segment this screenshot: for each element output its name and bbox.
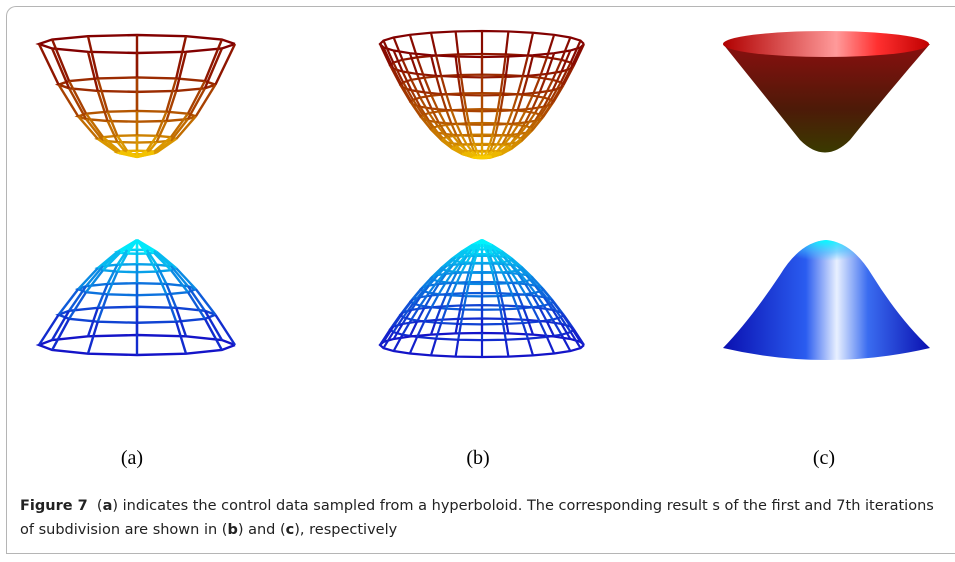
wire-spoke <box>52 49 69 89</box>
wire-spoke <box>464 296 467 309</box>
wire-spoke <box>431 33 436 56</box>
wire-spoke <box>528 33 533 56</box>
page: (a) (b) (c) Figure 7 (a) indicates the c… <box>0 0 955 562</box>
wire-spoke <box>456 31 459 54</box>
wire-spoke <box>441 76 446 94</box>
wire-spoke <box>436 323 441 339</box>
solid-bowl <box>723 44 930 153</box>
wire-spoke <box>574 329 584 345</box>
wire-spoke <box>88 322 98 354</box>
wire-spoke <box>513 94 518 110</box>
panel-label: (b) <box>466 447 489 469</box>
wire-spoke <box>523 323 528 339</box>
wire-spoke <box>495 272 498 282</box>
wire-spoke <box>547 337 554 354</box>
wire-spoke <box>380 329 390 345</box>
wire-spoke <box>506 31 509 54</box>
wire-spoke <box>446 94 451 110</box>
wire-spoke <box>458 324 461 340</box>
caption-text: ), respectively <box>294 522 397 538</box>
wire-spoke <box>513 110 518 124</box>
wire-spoke <box>503 305 506 318</box>
wire-spoke <box>457 124 462 135</box>
caption-text: c <box>286 522 295 538</box>
wire-spoke <box>171 270 188 292</box>
wire-spoke <box>458 305 461 318</box>
wire-spoke <box>86 266 103 286</box>
wire-spoke <box>451 110 456 124</box>
wire-spoke <box>518 94 523 110</box>
caption-text: a <box>103 498 113 514</box>
solid-cap-tip <box>780 240 872 275</box>
wire-spoke <box>205 49 222 89</box>
wire-spoke <box>503 324 506 340</box>
wire-spoke <box>547 322 554 337</box>
wire-spoke <box>518 294 523 306</box>
wire-spoke <box>528 339 533 356</box>
wire-spoke <box>528 55 533 76</box>
wire-spoke <box>508 110 513 124</box>
caption-text: ) and ( <box>238 522 286 538</box>
wire-spoke <box>500 309 503 324</box>
caption-text: b <box>227 522 237 538</box>
wire-spoke <box>513 283 518 294</box>
wire-spoke <box>502 124 507 135</box>
solid-bowl-rim <box>723 31 929 57</box>
wire-spoke <box>482 157 492 158</box>
wire-spoke <box>441 94 446 110</box>
wire-spoke <box>456 319 459 334</box>
wire-spoke <box>436 76 441 94</box>
panel-label: (a) <box>121 447 143 469</box>
wire-spoke <box>69 81 86 114</box>
caption-text: ) indicates the control data sampled fro… <box>20 498 934 538</box>
wire-spoke <box>506 340 509 357</box>
wire-spoke <box>506 319 509 334</box>
wire-spoke <box>410 322 417 337</box>
wire-spoke <box>441 309 446 323</box>
wire-spoke <box>523 56 528 77</box>
figure-label: Figure 7 <box>20 498 88 514</box>
wire-spoke <box>441 294 446 306</box>
caption: Figure 7 (a) indicates the control data … <box>20 494 940 542</box>
wire-spoke <box>431 55 436 76</box>
wire-spoke <box>171 266 188 286</box>
figure: (a) (b) (c) <box>0 0 955 480</box>
wire-spoke <box>523 76 528 94</box>
wire-spoke <box>446 110 451 124</box>
wire-spoke <box>518 76 523 94</box>
wire-spoke <box>410 337 417 354</box>
wire-spoke <box>188 81 205 114</box>
wire-spoke <box>461 309 464 324</box>
wire-spoke <box>431 339 436 356</box>
wire-spoke <box>86 270 103 292</box>
wire-spoke <box>456 340 459 357</box>
wire-spoke <box>446 283 451 294</box>
panel-label: (c) <box>813 447 835 469</box>
wire-spoke <box>436 56 441 77</box>
wire-spoke <box>176 322 186 354</box>
wire-spoke <box>466 272 469 282</box>
wire-spoke <box>498 296 501 309</box>
wire-spoke <box>518 309 523 323</box>
